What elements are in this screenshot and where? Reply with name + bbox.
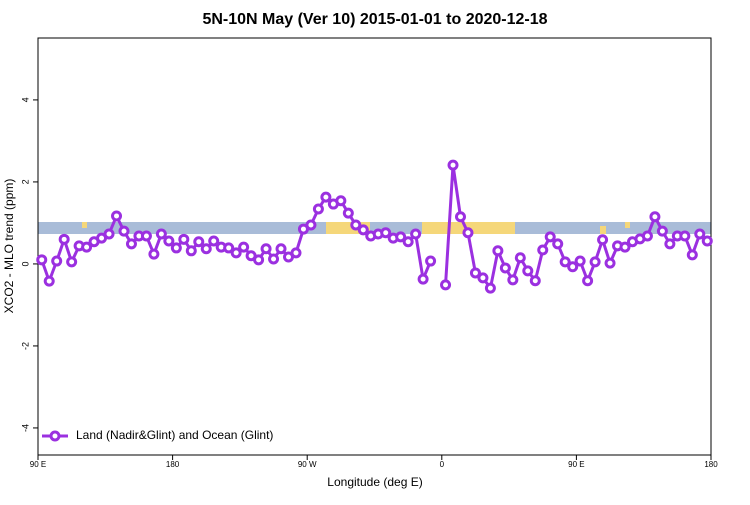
data-point xyxy=(462,227,474,239)
data-point xyxy=(679,230,691,242)
x-axis-label: Longitude (deg E) xyxy=(327,475,422,489)
land-band xyxy=(82,222,87,228)
data-point xyxy=(425,255,437,267)
y-tick-label: 0 xyxy=(20,261,30,266)
data-point xyxy=(103,228,115,240)
data-point xyxy=(268,253,280,265)
data-point xyxy=(163,235,175,247)
data-point xyxy=(559,256,571,268)
data-point xyxy=(335,195,347,207)
data-point xyxy=(537,244,549,256)
data-point xyxy=(410,228,422,240)
land-band xyxy=(625,222,630,228)
data-point xyxy=(230,247,242,259)
data-point xyxy=(178,233,190,245)
data-point xyxy=(312,203,324,215)
y-tick-label: -4 xyxy=(20,424,30,432)
data-point xyxy=(260,243,272,255)
land-band xyxy=(600,226,606,234)
data-point xyxy=(140,230,152,242)
data-point xyxy=(619,241,631,253)
data-point xyxy=(58,233,70,245)
data-point xyxy=(193,236,205,248)
legend-label: Land (Nadir&Glint) and Ocean (Glint) xyxy=(76,428,273,442)
y-tick-label: -2 xyxy=(20,342,30,350)
data-point xyxy=(477,272,489,284)
data-point xyxy=(447,159,459,171)
data-point xyxy=(484,282,496,294)
data-point xyxy=(111,210,123,222)
data-point xyxy=(275,243,287,255)
data-point xyxy=(522,265,534,277)
data-point xyxy=(395,231,407,243)
data-point xyxy=(342,207,354,219)
data-point xyxy=(305,219,317,231)
data-point xyxy=(529,275,541,287)
data-point xyxy=(514,252,526,264)
data-point xyxy=(507,274,519,286)
plot-frame xyxy=(37,37,712,456)
surface-band xyxy=(38,222,711,234)
data-point xyxy=(81,241,93,253)
x-tick-label: 90 E xyxy=(30,460,46,469)
data-point xyxy=(51,255,63,267)
data-point xyxy=(499,262,511,274)
data-point xyxy=(597,234,609,246)
data-point xyxy=(454,211,466,223)
x-tick-label: 0 xyxy=(440,460,445,469)
data-point xyxy=(492,245,504,257)
data-point xyxy=(582,275,594,287)
data-point xyxy=(440,279,452,291)
data-point xyxy=(155,228,167,240)
x-tick-label: 90 W xyxy=(298,460,317,469)
data-point xyxy=(641,230,653,242)
ocean-band xyxy=(38,222,711,234)
data-point xyxy=(589,256,601,268)
data-point xyxy=(604,257,616,269)
data-point xyxy=(290,247,302,259)
data-point xyxy=(200,243,212,255)
x-tick-label: 90 E xyxy=(568,460,584,469)
legend: Land (Nadir&Glint) and Ocean (Glint) xyxy=(42,428,273,442)
data-point xyxy=(170,242,182,254)
x-tick-label: 180 xyxy=(704,460,718,469)
data-point xyxy=(664,238,676,250)
data-point xyxy=(380,227,392,239)
data-point xyxy=(357,224,369,236)
data-point xyxy=(238,241,250,253)
data-point xyxy=(36,254,48,266)
data-point xyxy=(253,254,265,266)
data-point xyxy=(43,275,55,287)
data-point xyxy=(686,249,698,261)
y-tick-label: 2 xyxy=(20,179,30,184)
y-axis-label: XCO2 - MLO trend (ppm) xyxy=(2,179,16,314)
data-point xyxy=(417,273,429,285)
data-point xyxy=(148,248,160,260)
data-point xyxy=(552,238,564,250)
data-point xyxy=(350,219,362,231)
data-point xyxy=(223,242,235,254)
data-point xyxy=(694,228,706,240)
data-point xyxy=(402,236,414,248)
data-point xyxy=(701,235,713,247)
data-point xyxy=(649,211,661,223)
data-point xyxy=(118,225,130,237)
data-point xyxy=(656,225,668,237)
data-point xyxy=(320,191,332,203)
chart-title: 5N-10N May (Ver 10) 2015-01-01 to 2020-1… xyxy=(202,11,547,28)
data-point xyxy=(185,245,197,257)
data-point xyxy=(208,235,220,247)
data-point xyxy=(66,256,78,268)
data-point xyxy=(469,267,481,279)
y-tick-label: 4 xyxy=(20,97,30,102)
data-point xyxy=(544,231,556,243)
data-point xyxy=(567,261,579,273)
data-point xyxy=(125,238,137,250)
x-tick-label: 180 xyxy=(166,460,180,469)
legend-marker xyxy=(49,430,61,442)
data-point xyxy=(574,255,586,267)
